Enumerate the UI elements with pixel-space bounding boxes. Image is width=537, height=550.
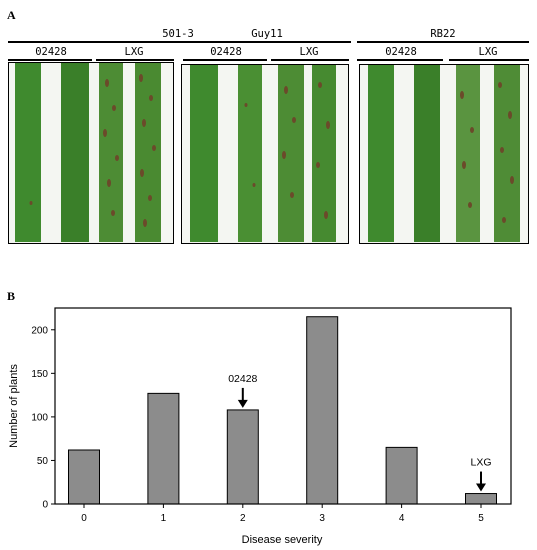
subgroup-rule-left: [8, 59, 92, 61]
panel-a-letter: A: [7, 8, 16, 22]
x-tick-label-1: 1: [161, 513, 167, 524]
y-tick-label-200: 200: [31, 325, 48, 336]
y-tick-label-150: 150: [31, 369, 48, 380]
plot-frame: [54, 307, 512, 505]
subgroup-rule-right: [96, 59, 174, 61]
bar-4: [385, 446, 418, 505]
leaf-photo-501-3: [8, 62, 174, 244]
annotation-LXG: LXG: [470, 457, 492, 492]
x-tick-label-0: 0: [81, 513, 87, 524]
bar-2: [226, 409, 259, 505]
bar-5: [465, 493, 497, 505]
x-tick-label-2: 2: [240, 513, 246, 524]
bar-0: [68, 449, 100, 505]
y-tick-label-100: 100: [31, 412, 48, 423]
subgroup-rule-left: [183, 59, 267, 61]
y-tick-label-50: 50: [37, 456, 49, 467]
annotation-label: LXG: [470, 457, 491, 469]
subgroup-rule-right: [271, 59, 349, 61]
group-label-right: LXG: [124, 46, 144, 58]
leaf-photo-guy11: [181, 64, 349, 244]
group-label-left: 02428: [385, 46, 417, 58]
subgroup-rule-right: [449, 59, 529, 61]
annotation-label: 02428: [228, 373, 257, 385]
panel-b-letter: B: [7, 289, 16, 303]
group-label-left: 02428: [35, 46, 67, 58]
leaf-strips-501-3: [15, 63, 161, 242]
group-rule: [8, 41, 348, 43]
annotation-arrow-head: [476, 483, 486, 492]
subgroup-rule-left: [357, 59, 443, 61]
annotation-arrow-head: [237, 399, 248, 408]
group-title-501-3: 501-3: [162, 28, 194, 40]
y-tick-label-0: 0: [42, 500, 48, 511]
leaf-strips-guy11: [190, 65, 336, 242]
group-title-rb22: RB22: [430, 28, 456, 40]
group-label-right: LXG: [299, 46, 319, 58]
group-rule: [183, 41, 351, 43]
x-tick-label-4: 4: [399, 513, 405, 524]
leaf-strips-rb22: [368, 65, 520, 242]
bar-1: [147, 392, 180, 505]
x-axis-label: Disease severity: [242, 534, 323, 546]
group-title-guy11: Guy11: [251, 28, 283, 40]
annotation-02428: 02428: [228, 373, 258, 408]
y-axis-label: Number of plants: [8, 364, 20, 448]
x-tick-label-3: 3: [319, 513, 325, 524]
x-tick-label-5: 5: [478, 513, 484, 524]
group-rule: [357, 41, 529, 43]
group-label-left: 02428: [210, 46, 242, 58]
leaf-photo-rb22: [359, 64, 529, 244]
bar-3: [306, 316, 339, 505]
group-label-right: LXG: [478, 46, 498, 58]
